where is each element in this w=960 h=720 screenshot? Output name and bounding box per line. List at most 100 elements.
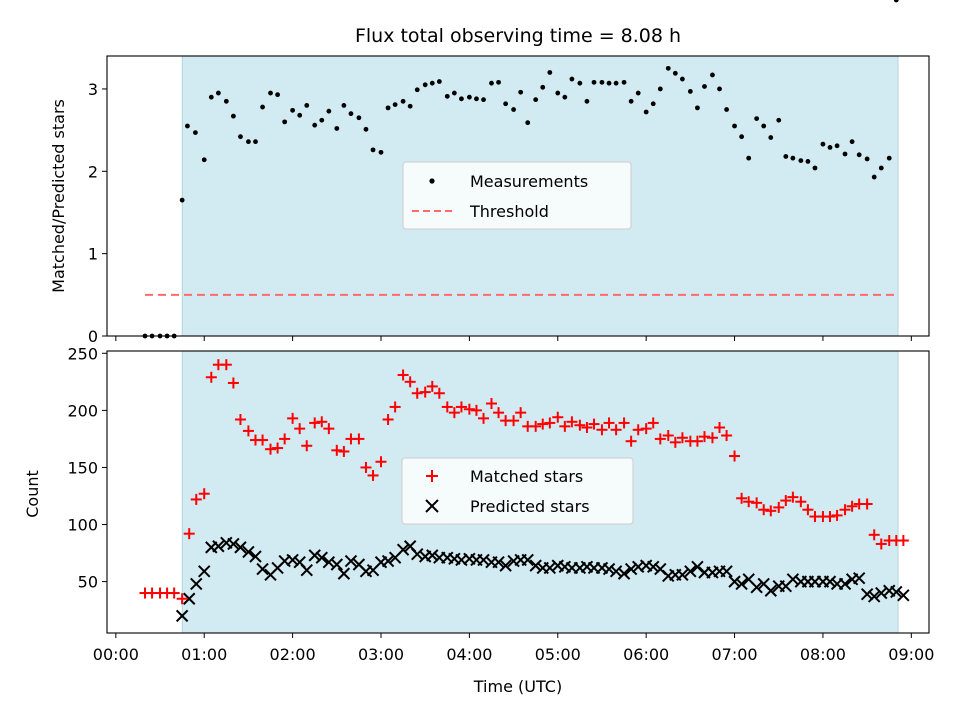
matched-star-point: [176, 593, 188, 605]
matched-star-point: [220, 359, 232, 371]
matched-star-point: [691, 435, 703, 447]
matched-star-point: [559, 420, 571, 432]
predicted-star-point: [838, 577, 852, 591]
predicted-star-point: [728, 575, 741, 588]
measurement-point: [886, 155, 892, 161]
predicted-star-point: [499, 559, 512, 572]
bottom-y-tick-label: 50: [78, 573, 98, 592]
predicted-star-point: [624, 562, 638, 576]
measurement-point: [503, 101, 509, 107]
measurement-point: [584, 98, 590, 104]
predicted-star-stroke: [337, 567, 351, 580]
matched-star-point: [265, 443, 277, 455]
predicted-star-point: [676, 568, 689, 581]
measurement-point: [657, 86, 663, 92]
predicted-star-stroke: [242, 545, 255, 559]
measurement-point: [687, 89, 693, 94]
measurement-point: [739, 134, 745, 140]
predicted-star-stroke: [867, 590, 881, 603]
matched-star-point: [610, 424, 622, 436]
x-axis-label: Time (UTC): [473, 677, 562, 696]
predicted-star-stroke: [764, 584, 777, 597]
matched-star-point: [316, 416, 328, 428]
predicted-star-stroke: [234, 541, 247, 554]
matched-star-point: [463, 403, 475, 415]
predicted-star-stroke: [691, 560, 704, 573]
measurement-point: [392, 102, 398, 107]
matched-star-point: [765, 505, 777, 517]
predicted-star-stroke: [396, 543, 410, 556]
bottom-y-tick-label: 150: [67, 458, 98, 477]
predicted-star-point: [875, 586, 888, 600]
measurement-point: [533, 97, 539, 103]
measurement-point: [754, 116, 760, 121]
predicted-star-point: [175, 609, 189, 623]
matched-star-point: [455, 401, 467, 413]
predicted-star-point: [190, 577, 203, 591]
bottom-y-ticks: 50 100 150 200 250: [67, 344, 107, 592]
measurement-point: [710, 72, 715, 78]
predicted-star-point: [249, 550, 262, 563]
predicted-star-point: [411, 548, 424, 561]
predicted-star-point: [609, 565, 623, 578]
matched-star-point: [897, 535, 909, 547]
predicted-star-point: [543, 561, 557, 575]
predicted-star-point: [750, 581, 763, 594]
predicted-star-stroke: [227, 537, 240, 551]
top-y-ticks: 0 1 2 3: [88, 80, 107, 346]
x-tick-label: 02:00: [270, 645, 316, 664]
matched-star-point: [242, 425, 254, 437]
predicted-star-point: [477, 553, 490, 567]
matched-star-point: [375, 456, 387, 468]
measurement-point: [511, 107, 516, 112]
top-y-tick-label: 1: [88, 245, 98, 264]
measurement-point: [805, 159, 811, 164]
predicted-star-point: [867, 590, 881, 603]
measurement-point: [429, 80, 435, 86]
predicted-star-stroke: [426, 549, 439, 562]
predicted-star-stroke: [286, 553, 299, 567]
measurement-point: [370, 147, 376, 153]
predicted-star-stroke: [757, 577, 770, 591]
measurement-point: [179, 197, 185, 203]
matched-star-point: [448, 407, 460, 419]
measurement-point: [695, 105, 700, 111]
legend-threshold-label: Threshold: [469, 202, 549, 221]
measurement-point: [540, 84, 546, 90]
measurement-point: [319, 117, 325, 123]
predicted-star-point: [860, 587, 874, 601]
predicted-star-stroke: [492, 556, 505, 569]
matched-star-point: [389, 401, 401, 413]
x-tick-label: 09:00: [888, 645, 934, 664]
predicted-star-point: [381, 554, 395, 568]
measurement-point: [599, 79, 605, 85]
predicted-star-stroke: [897, 589, 910, 602]
matched-star-point: [787, 491, 799, 503]
measurement-point: [864, 156, 870, 162]
x-tick-label: 08:00: [800, 645, 846, 664]
measurement-point: [451, 90, 457, 96]
matched-star-point: [205, 371, 217, 383]
x-tick-label: 00:00: [93, 645, 139, 664]
matched-star-point: [743, 496, 755, 508]
predicted-star-stroke: [602, 562, 616, 576]
matched-star-point: [729, 450, 741, 462]
measurement-point: [341, 103, 347, 108]
measurement-point: [192, 130, 198, 135]
matched-star-point: [168, 587, 180, 599]
matched-star-point: [839, 504, 851, 516]
matched-star-point: [301, 440, 313, 452]
matched-star-point: [331, 444, 343, 456]
measurement-point: [334, 126, 340, 131]
predicted-star-stroke: [684, 565, 697, 578]
measurements-series: [142, 0, 899, 339]
matched-star-point: [198, 488, 210, 500]
predicted-star-stroke: [823, 575, 837, 588]
matched-star-point: [530, 420, 542, 432]
predicted-star-stroke: [720, 565, 733, 578]
measurement-point: [724, 107, 729, 112]
legend-measurements-label: Measurements: [470, 172, 588, 191]
measurement-point: [591, 79, 597, 85]
measurement-point: [459, 96, 464, 102]
